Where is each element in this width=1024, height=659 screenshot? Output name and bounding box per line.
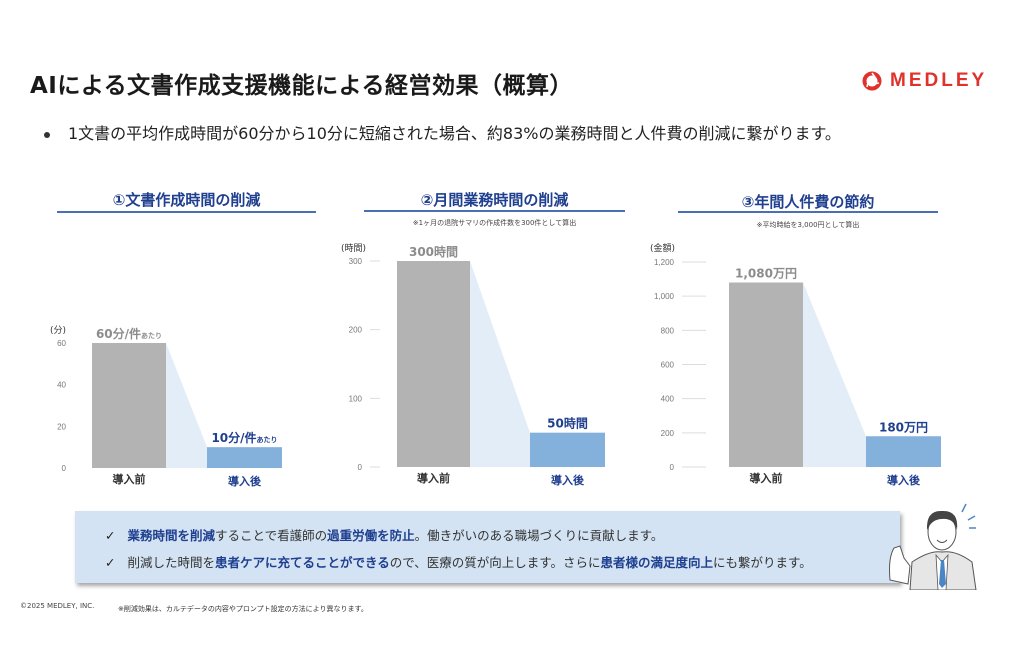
chart-1-title: ①文書作成時間の削減 bbox=[112, 191, 261, 209]
category-label: 導入後 bbox=[551, 473, 585, 487]
message-box: ✓ 業務時間を削減することで看護師の過重労働を防止。働きがいのある職場づくりに貢献… bbox=[75, 511, 900, 583]
businessman-illustration-icon bbox=[889, 503, 977, 590]
data-label-value: 300時間 bbox=[409, 244, 458, 259]
y-tick-label: 600 bbox=[661, 361, 675, 370]
y-tick-label: 100 bbox=[349, 394, 363, 403]
y-tick-label: 40 bbox=[57, 381, 66, 390]
msg-seg: 業務時間を削減 bbox=[127, 528, 215, 543]
data-label: 300時間 bbox=[409, 244, 458, 259]
summary-bullet: 1文書の平均作成時間が60分から10分に短縮された場合、約83%の業務時間と人件… bbox=[44, 120, 841, 144]
data-label-value: 10分/件 bbox=[211, 430, 256, 445]
data-label: 60分/件あたり bbox=[96, 326, 162, 341]
chart-2-note: ※1ヶ月の退院サマリの作成件数を300件として算出 bbox=[412, 219, 577, 227]
msg-seg: にも繋がります。 bbox=[713, 555, 812, 570]
medley-logo: MEDLEY bbox=[862, 70, 987, 92]
checkmark-icon: ✓ bbox=[105, 528, 116, 543]
message-line-1: ✓ 業務時間を削減することで看護師の過重労働を防止。働きがいのある職場づくりに貢献… bbox=[105, 525, 663, 544]
connector-shade bbox=[470, 261, 530, 467]
data-label: 50時間 bbox=[547, 416, 588, 431]
chart-2-underline bbox=[364, 210, 625, 212]
data-label-unit: あたり bbox=[141, 331, 162, 340]
y-tick-label: 300 bbox=[349, 257, 363, 266]
category-label: 導入前 bbox=[417, 471, 450, 485]
medley-logo-text: MEDLEY bbox=[890, 70, 988, 91]
copyright: ©2025 MEDLEY, INC. bbox=[20, 602, 95, 610]
bar-after bbox=[866, 436, 941, 467]
y-tick-label: 60 bbox=[57, 339, 66, 348]
bar-after bbox=[207, 447, 282, 468]
chart-3-underline bbox=[678, 211, 938, 213]
data-label-value: 1,080万円 bbox=[735, 267, 797, 281]
msg-seg: 削減した時間を bbox=[127, 555, 215, 570]
y-tick-label: 0 bbox=[358, 463, 363, 472]
category-label: 導入後 bbox=[887, 473, 921, 487]
chart-3-title: ③年間人件費の節約 bbox=[741, 193, 875, 211]
data-label-value: 60分/件 bbox=[96, 326, 141, 341]
y-tick-label: 200 bbox=[661, 429, 675, 438]
bar-before bbox=[397, 261, 470, 467]
summary-text: 1文書の平均作成時間が60分から10分に短縮された場合、約83%の業務時間と人件… bbox=[68, 124, 841, 143]
y-axis-label: (金額) bbox=[650, 242, 675, 254]
category-label: 導入後 bbox=[228, 474, 262, 488]
msg-seg: 。働きがいのある職場づくりに貢献します。 bbox=[414, 528, 664, 543]
y-tick-label: 0 bbox=[670, 463, 675, 472]
y-axis-label: (時間) bbox=[341, 243, 366, 254]
data-label: 180万円 bbox=[879, 420, 928, 434]
bullet-dot-icon bbox=[44, 131, 50, 138]
footnote: ※削減効果は、カルテデータの内容やプロンプト設定の方法により異なります。 bbox=[118, 605, 368, 613]
y-tick-label: 800 bbox=[661, 326, 675, 335]
y-tick-label: 20 bbox=[57, 422, 66, 431]
data-label-value: 50時間 bbox=[547, 416, 588, 431]
y-axis-label: (分) bbox=[50, 325, 66, 336]
msg-seg: 患者様の満足度向上 bbox=[600, 555, 714, 570]
category-label: 導入前 bbox=[750, 471, 783, 485]
data-label-value: 180万円 bbox=[879, 420, 928, 434]
bar-before bbox=[92, 343, 166, 468]
data-label: 1,080万円 bbox=[735, 267, 797, 281]
data-label-unit: あたり bbox=[257, 435, 278, 444]
y-tick-label: 1,200 bbox=[654, 258, 675, 267]
msg-seg: ので、医療の質が向上します。さらに bbox=[389, 555, 601, 570]
msg-seg: 過重労働を防止 bbox=[327, 528, 415, 543]
chart-3-note: ※平均時給を3,000円として算出 bbox=[756, 221, 860, 229]
y-tick-label: 400 bbox=[661, 395, 675, 404]
chart-1-underline bbox=[57, 211, 316, 213]
bar-after bbox=[530, 432, 605, 467]
y-tick-label: 0 bbox=[62, 464, 67, 473]
y-tick-label: 1,000 bbox=[654, 292, 675, 301]
checkmark-icon: ✓ bbox=[105, 555, 116, 570]
category-label: 導入前 bbox=[113, 472, 146, 486]
data-label: 10分/件あたり bbox=[211, 430, 277, 445]
connector-shade bbox=[166, 343, 207, 468]
page-title: AIによる文書作成支援機能による経営効果（概算） bbox=[30, 73, 573, 99]
message-line-2: ✓ 削減した時間を患者ケアに充てることができるので、医療の質が向上します。さらに患… bbox=[105, 552, 812, 571]
medley-logo-icon bbox=[862, 71, 882, 91]
msg-seg: することで看護師の bbox=[215, 528, 328, 543]
msg-seg: 患者ケアに充てることができる bbox=[215, 555, 390, 570]
y-tick-label: 200 bbox=[349, 326, 363, 335]
bar-before bbox=[729, 282, 803, 467]
connector-shade bbox=[803, 282, 866, 467]
chart-2-title: ②月間業務時間の削減 bbox=[420, 191, 569, 209]
